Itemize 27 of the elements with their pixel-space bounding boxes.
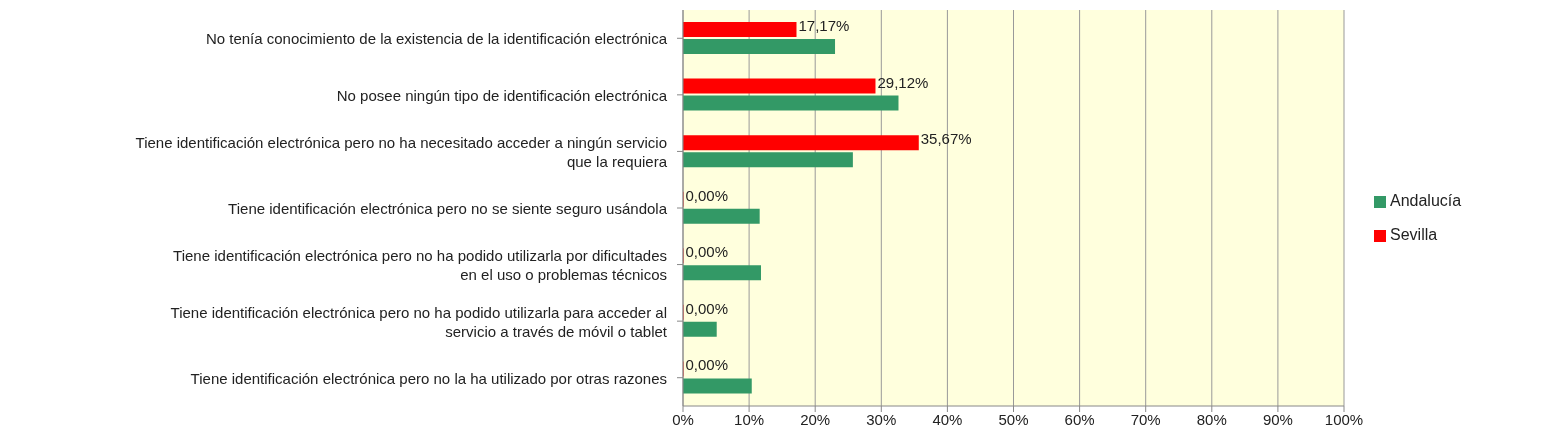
y-tick-label: Tiene identificación electrónica pero no ha podido utilizarla por dificultades en el uso o problemas técnicos [173,246,667,283]
data-label: 35,67% [920,130,972,148]
x-tick-label: 80% [1196,410,1227,428]
legend-label: Andalucía [1390,192,1462,209]
legend-label: Sevilla [1390,226,1438,243]
data-label: 0,00% [685,356,729,374]
y-tick-label: Tiene identificación electrónica pero no la ha utilizado por otras razones [190,369,667,387]
x-tick-label: 10% [734,410,765,428]
y-tick-label: Tiene identificación electrónica pero no ha podido utilizarla para acceder al servicio a través de móvil o tablet [170,303,668,340]
y-tick-label: Tiene identificación electrónica pero no ha necesitado acceder a ningún servicio que la requiera [135,133,668,170]
data-label: 29,12% [877,73,929,91]
data-label: 0,00% [685,186,729,204]
y-tick-label: No posee ningún tipo de identificación electrónica [336,86,668,104]
x-tick-label: 30% [866,410,897,428]
x-tick-label: 40% [932,410,963,428]
x-tick-label: 0% [672,410,694,428]
data-label: 17,17% [798,17,850,34]
x-tick-label: 90% [1262,410,1293,428]
x-tick-label: 50% [998,410,1029,428]
data-label: 0,00% [685,299,729,317]
data-label: 0,00% [685,243,729,261]
y-tick-label: Tiene identificación electrónica pero no se siente seguro usándola [228,199,668,217]
x-tick-label: 20% [800,410,831,428]
x-tick-label: 60% [1064,410,1095,428]
y-tick-label: No tenía conocimiento de la existencia de la identificación electrónica [205,29,668,47]
x-tick-label: 100% [1324,410,1364,428]
x-tick-label: 70% [1130,410,1161,428]
